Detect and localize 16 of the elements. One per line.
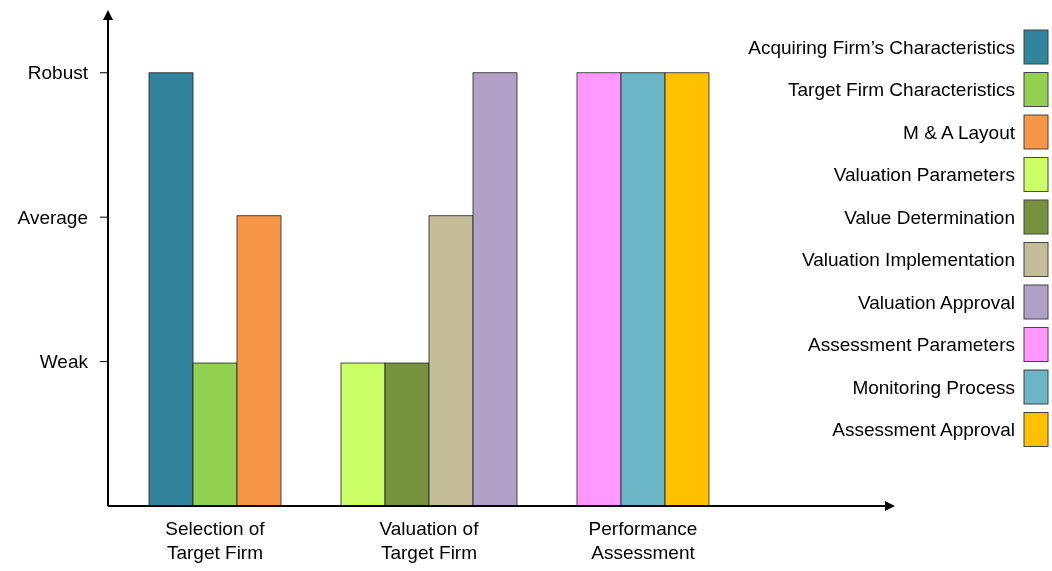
x-tick-label: Performance Assessment bbox=[588, 518, 698, 563]
legend-label: Valuation Approval bbox=[857, 291, 1015, 313]
text: Robust bbox=[27, 62, 89, 84]
legend-label: Value Determination bbox=[844, 206, 1015, 228]
x-tick-label: Selection of Target Firm bbox=[165, 518, 266, 563]
legend-label: Assessment Parameters bbox=[808, 334, 1015, 356]
x-tick-label: Valuation of Target Firm bbox=[379, 518, 480, 563]
legend-label: Assessment Approval bbox=[832, 419, 1015, 441]
text: Average bbox=[17, 206, 88, 228]
legend-label: M & A Layout bbox=[903, 121, 1016, 143]
legend-label: Valuation Implementation bbox=[802, 249, 1015, 271]
text: Weak bbox=[39, 351, 89, 373]
legend-label: Acquiring Firm’s Characteristics bbox=[748, 36, 1015, 58]
legend-label: Target Firm Characteristics bbox=[788, 79, 1015, 101]
legend-label: Valuation Parameters bbox=[833, 164, 1015, 186]
legend-label: Monitoring Process bbox=[852, 376, 1015, 398]
